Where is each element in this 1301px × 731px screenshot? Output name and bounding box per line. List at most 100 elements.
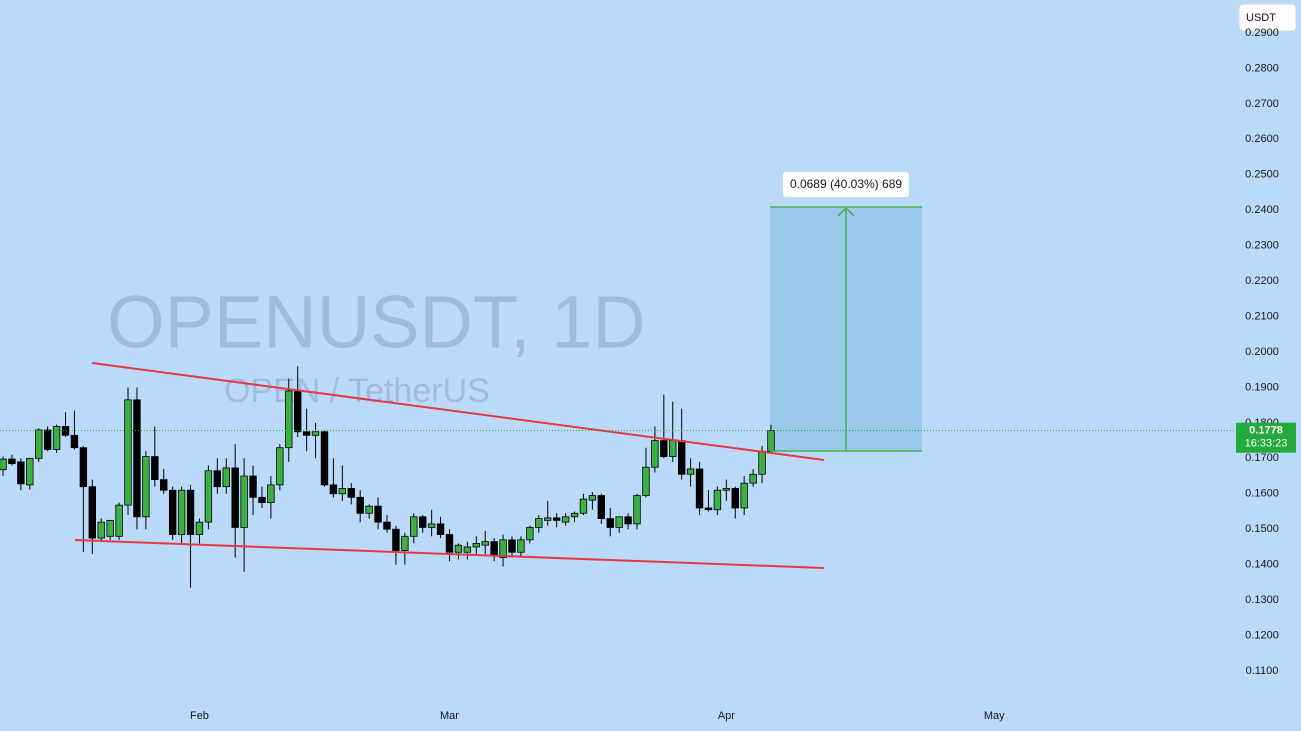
candle-body	[302, 431, 311, 436]
candle-body	[222, 467, 230, 488]
x-tick-label: Feb	[190, 710, 209, 722]
candle-body	[606, 518, 614, 528]
candle-body	[142, 456, 150, 518]
arrow-head	[837, 206, 855, 217]
candle-body	[61, 426, 70, 436]
candle-body	[293, 390, 302, 433]
candle-body	[0, 458, 7, 471]
candle-body	[588, 495, 597, 501]
y-tick-label: 0.1600	[1245, 488, 1279, 500]
candle-body	[535, 518, 543, 528]
y-tick-label: 0.2000	[1245, 346, 1279, 358]
candle-body	[204, 470, 213, 523]
watermark-description: OPEN / TetherUS	[224, 372, 490, 410]
candle-body	[160, 479, 168, 491]
candle-body	[133, 399, 141, 518]
y-tick-label: 0.2500	[1245, 169, 1279, 181]
candle-body	[392, 528, 400, 551]
candle-body	[704, 507, 713, 511]
candle-body	[43, 429, 52, 450]
candle-body	[88, 486, 96, 539]
candle-body	[124, 399, 132, 506]
candle-body	[311, 431, 320, 436]
candle-body	[526, 527, 534, 541]
candle-body	[749, 473, 757, 484]
candle-body	[561, 516, 570, 523]
candle-body	[410, 516, 418, 537]
candle-body	[365, 505, 373, 514]
candle-body	[115, 504, 123, 537]
y-tick-label: 0.2100	[1245, 310, 1279, 322]
candle-body	[240, 475, 248, 528]
candle-body	[35, 429, 43, 459]
candle-body	[329, 484, 338, 495]
candle-body	[106, 519, 114, 537]
candle-body	[767, 430, 775, 452]
candle-body	[570, 512, 579, 518]
candle-body	[213, 470, 222, 488]
last-price-box	[1236, 422, 1296, 453]
candle-body	[642, 466, 650, 496]
candle-body	[427, 523, 436, 528]
candle-body	[669, 440, 677, 457]
y-tick-label: 0.1200	[1245, 629, 1279, 641]
candle-body	[347, 488, 355, 498]
candle-body	[713, 489, 722, 511]
y-tick-label: 0.2800	[1245, 62, 1279, 74]
candle-body	[338, 488, 347, 495]
candle-body	[552, 517, 561, 521]
y-tick-label: 0.2900	[1245, 27, 1279, 39]
x-tick-label: Apr	[718, 710, 735, 722]
y-tick-label: 0.2600	[1245, 133, 1279, 145]
candle-body	[463, 546, 472, 553]
candle-body	[758, 450, 766, 475]
candle-body	[285, 390, 293, 449]
candle-body	[624, 516, 632, 525]
candle-body	[436, 523, 445, 535]
y-tick-label: 0.1400	[1245, 559, 1279, 571]
candle-body	[419, 516, 427, 528]
candle-body	[383, 521, 391, 530]
measure-label: 0.0689 (40.03%) 689	[790, 177, 902, 191]
candle-body	[231, 467, 239, 528]
resistance-trendline	[91, 362, 825, 461]
candle-body	[79, 447, 88, 488]
candle-body	[52, 426, 61, 450]
candle-body	[320, 431, 329, 486]
candle-body	[651, 440, 659, 468]
currency-label: USDT	[1246, 12, 1276, 24]
candle-body	[544, 517, 552, 521]
currency-button[interactable]	[1238, 3, 1297, 32]
y-tick-label: 0.1100	[1246, 665, 1279, 677]
candle-body	[445, 534, 454, 553]
candle-body	[70, 434, 79, 449]
x-tick-label: Mar	[440, 710, 459, 722]
candle-body	[151, 456, 159, 480]
candle-body	[249, 475, 257, 498]
candle-body	[686, 468, 695, 475]
y-tick-label: 0.2400	[1245, 204, 1279, 216]
candle-body	[722, 488, 731, 491]
candle-body	[356, 496, 364, 514]
x-tick-label: May	[984, 710, 1005, 722]
candle-body	[695, 468, 704, 509]
candle-body	[490, 541, 498, 557]
y-tick-label: 0.2200	[1245, 275, 1279, 287]
measure-label-box	[783, 172, 909, 197]
candle-body	[481, 541, 489, 546]
candle-body	[258, 496, 266, 504]
candle-body	[17, 461, 25, 485]
candle-body	[195, 521, 204, 535]
last-price-label: 0.1778	[1249, 425, 1283, 437]
candle-body	[517, 539, 525, 553]
candle-body	[8, 458, 16, 465]
candle-body	[374, 505, 382, 523]
watermark-symbol: OPENUSDT, 1D	[107, 281, 646, 364]
candle-body	[633, 495, 641, 525]
y-tick-label: 0.1500	[1245, 523, 1279, 535]
candle-body	[454, 544, 463, 553]
y-tick-label: 0.1900	[1245, 381, 1279, 393]
y-tick-label: 0.2700	[1245, 98, 1279, 110]
